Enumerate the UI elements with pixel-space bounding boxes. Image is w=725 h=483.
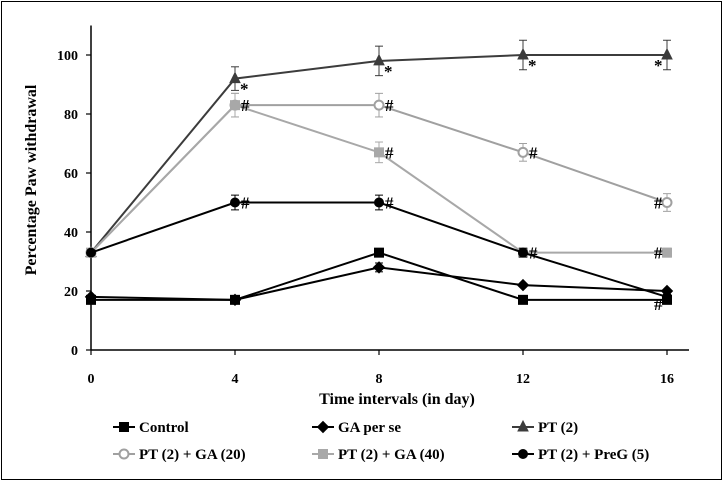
significance-hash: # [385,194,394,213]
y-tick-label: 0 [71,344,78,359]
legend-item: PT (2) + PreG (5) [512,447,649,463]
x-tick-label: 16 [660,372,674,387]
annotations: ** * *# ## ### ## ## [240,56,663,314]
series-pt-2-preg-5 [86,194,672,302]
data-point [662,247,672,258]
legend-marker [518,449,528,459]
significance-hash: # [654,295,663,314]
significance-hash: # [385,143,394,162]
data-point [228,293,242,307]
legend: Control GA per se PT (2) PT (2) + GA (20) PT… [113,419,649,463]
significance-hash: # [654,244,663,263]
legend-item: Control [113,420,189,436]
legend-label: PT (2) + GA (40) [338,447,445,463]
legend-item: PT (2) + GA (20) [113,447,246,463]
legend-label: Control [139,420,189,436]
series-layer [84,39,674,307]
legend-marker [118,448,130,460]
significance-star: * [240,80,249,99]
series-pt-2-ga-40 [86,92,672,258]
legend-marker [316,420,330,434]
data-point [84,290,98,304]
data-point [229,71,241,84]
y-tick-label: 20 [64,285,78,300]
legend-item: PT (2) [512,419,578,436]
significance-hash: # [654,194,663,213]
data-point [662,291,672,302]
data-point [516,278,530,292]
data-point [372,261,386,274]
y-tick-label: 80 [64,108,78,123]
series-line [91,251,667,301]
x-tick-label: 4 [232,372,239,387]
legend-marker [517,419,529,432]
data-point [373,99,385,111]
y-tick-label: 100 [57,49,78,64]
legend-marker [318,449,328,459]
x-axis-label: Time intervals (in day) [319,391,475,408]
legend-label: GA per se [338,420,401,436]
data-point [374,147,384,158]
y-tick-label: 60 [64,167,78,182]
x-tick-label: 8 [376,372,383,387]
data-point [518,294,528,305]
significance-hash: # [385,96,394,115]
data-point [374,247,384,258]
data-point [517,146,529,158]
significance-star: * [384,62,393,81]
series-control [86,247,672,305]
data-point [230,197,240,208]
x-tick-label: 0 [88,372,95,387]
y-axis-label: Percentage Paw withdrawal [23,84,40,275]
y-tick-label: 40 [64,226,78,241]
x-tick-label: 12 [516,372,530,387]
data-point [374,197,384,208]
data-point [518,247,528,258]
significance-hash: # [529,143,538,162]
data-point [517,47,529,60]
legend-item: PT (2) + GA (40) [312,447,445,463]
significance-hash: # [529,244,538,263]
data-point [230,100,240,111]
legend-marker [119,422,129,432]
legend-label: PT (2) [538,420,578,436]
data-point [86,247,96,258]
series-line [90,104,667,254]
significance-hash: # [241,96,250,115]
series-pt-2-ga-20 [85,92,673,259]
axes: 0 20 40 60 80 100 0 4 8 12 16 [57,25,689,387]
series-ga-per-se [84,261,674,307]
legend-label: PT (2) + GA (20) [139,447,246,463]
data-point [373,53,385,66]
series-line [90,104,668,254]
legend-item: GA per se [312,420,401,436]
significance-star: * [528,56,537,75]
data-point [661,47,673,60]
significance-hash: # [241,194,250,213]
data-point [661,197,673,208]
legend-label: PT (2) + PreG (5) [538,447,649,463]
significance-star: * [654,56,663,75]
